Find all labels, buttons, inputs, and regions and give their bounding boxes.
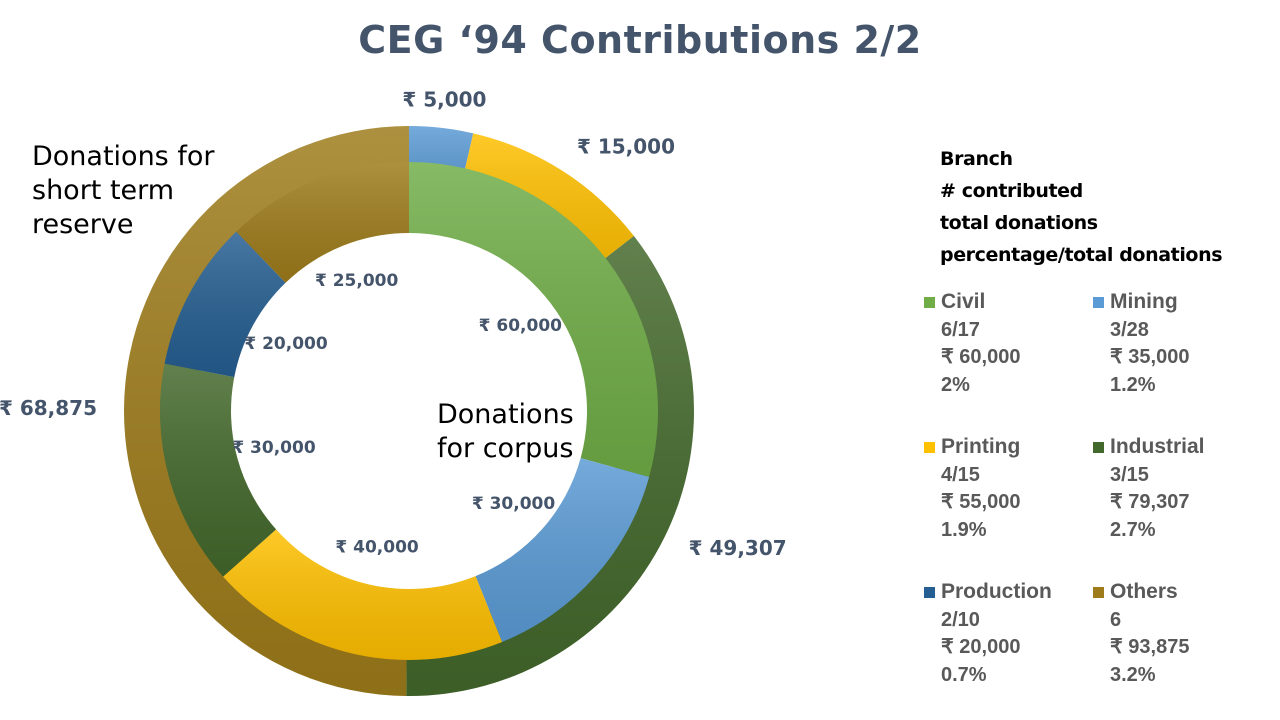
legend-swatch — [1093, 586, 1104, 598]
legend-item-industrial: Industrial 3/15 ₹ 79,307 2.7% — [1093, 433, 1205, 544]
legend-percent: 2% — [941, 373, 970, 396]
legend-swatch — [924, 441, 935, 453]
legend-header-line: # contributed — [940, 179, 1083, 202]
legend-total: ₹ 20,000 — [941, 636, 1021, 659]
outer-ring-data-label: ₹ 68,875 — [0, 396, 97, 420]
inner-ring-slice-shade — [475, 458, 650, 642]
legend-header-line: total donations — [940, 211, 1098, 234]
inner-ring-data-label: ₹ 30,000 — [472, 494, 556, 514]
legend-item-civil: Civil 6/17 ₹ 60,000 2% — [924, 288, 1020, 399]
inner-ring-data-label: ₹ 40,000 — [335, 537, 419, 557]
legend-total: ₹ 60,000 — [941, 346, 1021, 369]
outer-ring-slice-shade — [123, 126, 409, 696]
outer-ring-data-label: ₹ 5,000 — [402, 88, 486, 112]
inner-ring-annotation: Donations for corpus — [437, 399, 574, 464]
legend-swatch — [1093, 296, 1104, 308]
inner-ring-slice-shade — [160, 363, 277, 577]
legend-percent: 1.9% — [941, 518, 987, 541]
legend-name: Mining — [1110, 290, 1178, 313]
legend-contributed: 3/15 — [1110, 463, 1149, 486]
legend-contributed: 2/10 — [941, 608, 980, 631]
legend-header-line: percentage/total donations — [940, 243, 1223, 266]
legend-swatch — [1093, 441, 1104, 453]
inner-ring-data-label: ₹ 60,000 — [479, 316, 563, 336]
legend-item-printing: Printing 4/15 ₹ 55,000 1.9% — [924, 433, 1020, 544]
legend-total: ₹ 35,000 — [1110, 346, 1190, 369]
inner-ring-data-label: ₹ 20,000 — [244, 334, 328, 354]
legend-contributed: 6 — [1110, 608, 1122, 631]
legend-item-others: Others 6 ₹ 93,875 3.2% — [1093, 578, 1189, 689]
legend-item-mining: Mining 3/28 ₹ 35,000 1.2% — [1093, 288, 1189, 399]
legend-contributed: 4/15 — [941, 463, 980, 486]
legend-percent: 3.2% — [1110, 663, 1156, 686]
legend-name: Production — [941, 580, 1052, 603]
legend-header: Branch # contributed total donations per… — [940, 144, 1223, 272]
outer-ring-annotation: Donations for short term reserve — [32, 141, 215, 240]
inner-ring-data-label: ₹ 30,000 — [232, 438, 316, 458]
legend-swatch — [924, 296, 935, 308]
legend-swatch — [924, 586, 935, 598]
legend-name: Others — [1110, 580, 1178, 603]
inner-ring-slice-shade — [164, 231, 286, 378]
legend-name: Printing — [941, 435, 1021, 458]
outer-ring-data-label: ₹ 15,000 — [577, 135, 675, 159]
inner-ring-slice-shade — [409, 162, 658, 477]
legend-total: ₹ 79,307 — [1110, 491, 1190, 514]
chart-title: CEG ‘94 Contributions 2/2 — [358, 18, 922, 62]
legend-name: Civil — [941, 290, 986, 313]
inner-ring-data-label: ₹ 25,000 — [315, 271, 399, 291]
inner-ring-slice-shade — [223, 529, 503, 660]
legend-percent: 2.7% — [1110, 518, 1156, 541]
legend-contributed: 3/28 — [1110, 318, 1149, 341]
legend-percent: 0.7% — [941, 663, 987, 686]
legend-header-line: Branch — [940, 148, 1013, 170]
legend-percent: 1.2% — [1110, 373, 1156, 396]
legend-total: ₹ 93,875 — [1110, 636, 1190, 659]
legend-total: ₹ 55,000 — [941, 491, 1021, 514]
legend-name: Industrial — [1110, 435, 1205, 458]
outer-ring-data-label: ₹ 49,307 — [689, 536, 787, 560]
legend-item-production: Production 2/10 ₹ 20,000 0.7% — [924, 578, 1052, 689]
inner-ring-slice-shade — [236, 162, 409, 283]
legend-contributed: 6/17 — [941, 318, 980, 341]
